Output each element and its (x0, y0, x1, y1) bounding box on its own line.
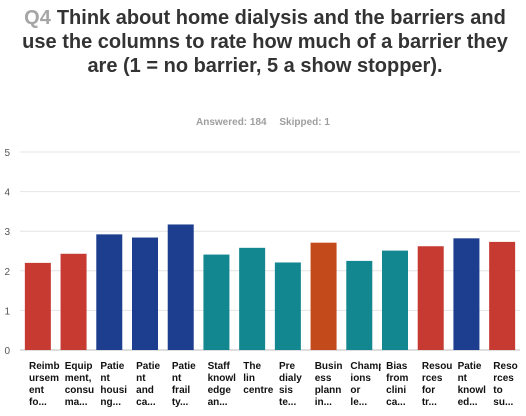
bar (453, 238, 480, 350)
y-tick-label: 4 (4, 188, 10, 199)
skipped-count: Skipped: 1 (279, 117, 330, 128)
y-tick-label: 1 (4, 306, 10, 317)
bar-chart: 0 1 2 3 4 5 (4, 148, 520, 357)
x-tick-label: Staff knowl edge an... (207, 361, 236, 408)
bar (24, 262, 51, 350)
y-tick-label: 2 (4, 267, 10, 278)
bar (60, 253, 87, 350)
question-title: Q4 Think about home dialysis and the barr… (20, 6, 510, 78)
x-tick-label: Bias from clini ca... (386, 361, 409, 408)
bar (489, 241, 516, 350)
x-tick-label: Equip ment, consu ma... (64, 361, 95, 408)
y-tick-label: 0 (4, 346, 10, 357)
bar (382, 250, 408, 350)
y-tick-label: 3 (4, 227, 10, 238)
x-tick-label: Patie nt and ca... (136, 361, 161, 408)
x-tick-label: Patie nt knowl ed... (457, 361, 486, 408)
bar (274, 262, 301, 350)
bar (239, 247, 266, 350)
question-text: Think about home dialysis and the barrie… (22, 7, 508, 77)
x-tick-label: Patie nt frail ty... (171, 361, 196, 408)
answered-count: Answered: 184 (196, 117, 267, 128)
x-tick-label: Busin ess plann in... (314, 361, 343, 408)
x-tick-label: Reso rces to su... (493, 361, 518, 408)
bar (96, 234, 123, 350)
response-stats: Answered: 184 Skipped: 1 (0, 117, 526, 128)
bar (346, 260, 373, 350)
x-tick-label: The lin centre (243, 361, 274, 396)
x-tick-label: Champ ions or le... (350, 361, 382, 408)
bar (417, 246, 444, 350)
y-tick-label: 5 (4, 148, 10, 159)
x-tick-label: Reimb ursem ent fo... (29, 361, 60, 408)
bar (310, 242, 337, 350)
x-tick-label: Patie nt housi ng... (100, 361, 128, 408)
question-number: Q4 (24, 7, 51, 29)
x-tick-label: Pre dialy sis te... (279, 361, 302, 408)
bar (132, 237, 158, 350)
bar (203, 254, 230, 350)
bar (167, 224, 194, 350)
x-tick-label: Resou rces for tr... (421, 361, 453, 408)
